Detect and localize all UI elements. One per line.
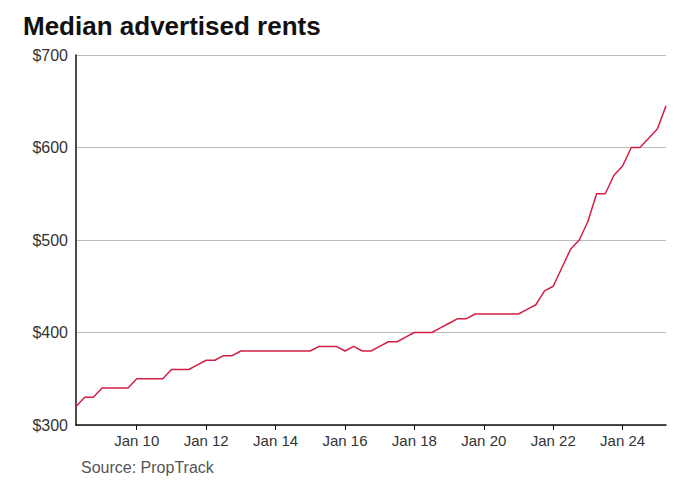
- svg-text:Jan 16: Jan 16: [322, 432, 367, 449]
- svg-text:Jan 12: Jan 12: [184, 432, 229, 449]
- svg-text:$300: $300: [32, 417, 68, 434]
- svg-text:Source: PropTrack: Source: PropTrack: [81, 459, 215, 476]
- svg-text:Jan 20: Jan 20: [461, 432, 506, 449]
- svg-text:$500: $500: [32, 232, 68, 249]
- svg-text:Jan 18: Jan 18: [392, 432, 437, 449]
- svg-text:Jan 22: Jan 22: [531, 432, 576, 449]
- svg-text:$700: $700: [32, 47, 68, 64]
- svg-text:$600: $600: [32, 139, 68, 156]
- svg-text:Median advertised rents: Median advertised rents: [23, 11, 321, 41]
- svg-text:Jan 24: Jan 24: [600, 432, 645, 449]
- svg-text:$400: $400: [32, 324, 68, 341]
- svg-text:Jan 14: Jan 14: [253, 432, 298, 449]
- svg-text:Jan 10: Jan 10: [114, 432, 159, 449]
